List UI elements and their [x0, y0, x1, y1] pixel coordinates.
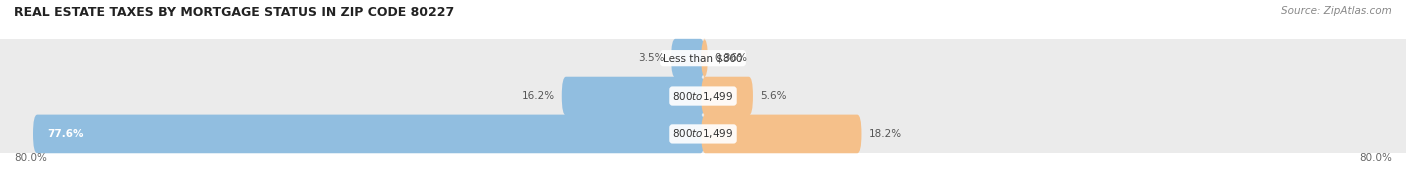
FancyBboxPatch shape	[702, 77, 754, 115]
Bar	[0, 115, 1406, 153]
FancyBboxPatch shape	[702, 39, 707, 77]
FancyBboxPatch shape	[702, 115, 862, 153]
Text: 3.5%: 3.5%	[638, 53, 664, 63]
Text: 18.2%: 18.2%	[869, 129, 901, 139]
FancyBboxPatch shape	[671, 39, 704, 77]
Text: 80.0%: 80.0%	[14, 153, 46, 163]
Text: 77.6%: 77.6%	[48, 129, 84, 139]
Text: REAL ESTATE TAXES BY MORTGAGE STATUS IN ZIP CODE 80227: REAL ESTATE TAXES BY MORTGAGE STATUS IN …	[14, 6, 454, 19]
Text: 5.6%: 5.6%	[759, 91, 786, 101]
FancyBboxPatch shape	[562, 77, 704, 115]
Bar	[0, 77, 1406, 115]
Text: Less than $800: Less than $800	[664, 53, 742, 63]
Text: $800 to $1,499: $800 to $1,499	[672, 127, 734, 140]
Text: $800 to $1,499: $800 to $1,499	[672, 90, 734, 103]
Text: 80.0%: 80.0%	[1360, 153, 1392, 163]
FancyBboxPatch shape	[32, 115, 704, 153]
Text: Source: ZipAtlas.com: Source: ZipAtlas.com	[1281, 6, 1392, 16]
Text: 0.36%: 0.36%	[714, 53, 748, 63]
Text: 16.2%: 16.2%	[522, 91, 555, 101]
Bar	[0, 39, 1406, 77]
